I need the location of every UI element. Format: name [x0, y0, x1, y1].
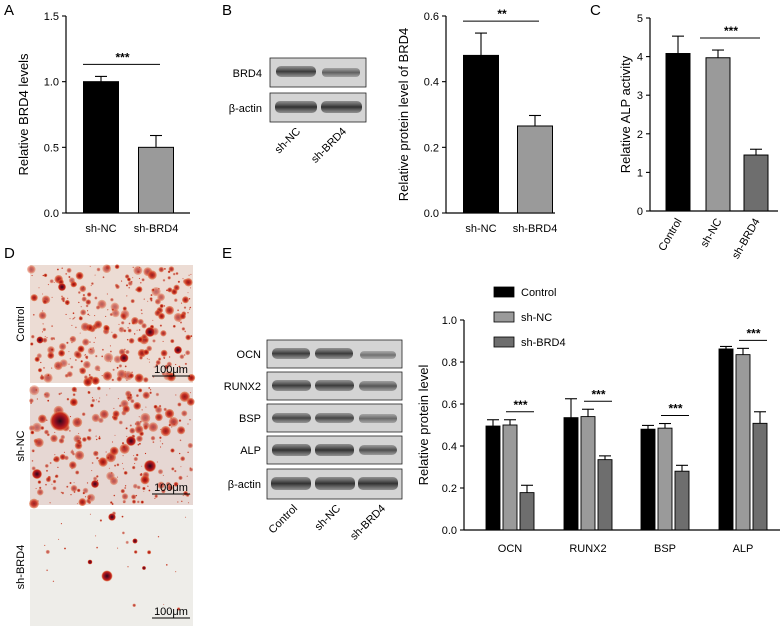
chart-c-alp-activity: 0 1 2 3 4 5 Relative ALP activity Control sh-NC s… [618, 13, 778, 261]
blot-e-label-alp: ALP [240, 445, 261, 457]
chart-e-bar [502, 424, 518, 531]
chart-c-bar [665, 53, 691, 212]
chart-b-bar [463, 54, 499, 214]
chart-b-ytick-label: 0.4 [424, 77, 439, 89]
chart-e-ytick-label: 0.8 [442, 357, 457, 369]
chart-e-bar [640, 428, 656, 531]
chart-a-ytick-label: 0.0 [44, 208, 59, 220]
chart-a-bar [83, 81, 119, 214]
blot-b-label-brd4: BRD4 [233, 68, 262, 80]
chart-e-ytick-label: 0.2 [442, 483, 457, 495]
chart-c-bar [743, 154, 769, 212]
chart-c-xtick-label: sh-NC [699, 216, 725, 249]
chart-b-bar [517, 125, 553, 214]
panel-label-a: A [4, 2, 14, 19]
chart-e-legend-label: sh-BRD4 [521, 337, 566, 349]
chart-c-sig-label: *** [724, 24, 738, 38]
chart-b-xtick-label: sh-BRD4 [513, 223, 558, 235]
chart-e-ytick-label: 0.4 [442, 441, 457, 453]
chart-e-bar [519, 492, 535, 531]
panel-label-c: C [590, 2, 601, 19]
chart-e-xtick-label: BSP [654, 543, 676, 555]
chart-c-ytick-label: 3 [637, 90, 643, 102]
chart-e-bar [718, 348, 734, 531]
chart-e-legend-swatch [493, 286, 515, 298]
chart-e-bar [735, 354, 751, 531]
chart-e-xtick-label: OCN [498, 543, 523, 555]
chart-e-protein-levels: 0.0 0.2 0.4 0.6 0.8 1.0 Relative protein level… [416, 286, 780, 555]
chart-a-ylabel: Relative BRD4 levels [16, 53, 31, 176]
chart-b-ytick-label: 0.2 [424, 142, 439, 154]
chart-e-bar [752, 422, 768, 531]
blot-e-lane-shbrd4: sh-BRD4 [348, 503, 388, 543]
scale-bar-text-shbrd4: 100μm [154, 606, 188, 618]
scale-bar-text-control: 100μm [154, 364, 188, 376]
chart-a-xtick-label: sh-BRD4 [134, 223, 179, 235]
chart-c-ylabel: Relative ALP activity [618, 55, 633, 173]
panel-label-d: D [4, 245, 15, 262]
chart-e-sig-label: *** [513, 398, 527, 412]
chart-e-ylabel: Relative protein level [416, 365, 431, 486]
blot-e-lane-shnc: sh-NC [313, 503, 344, 534]
western-blot-e: OCN RUNX2 BSP ALP β-actin Control sh-NC … [224, 339, 403, 543]
chart-c-ytick-label: 1 [637, 167, 643, 179]
chart-a-ytick-label: 1.5 [44, 11, 59, 23]
chart-e-legend-swatch [493, 311, 515, 323]
chart-c-ytick-label: 4 [637, 52, 643, 64]
chart-e-xtick-label: RUNX2 [569, 543, 606, 555]
blot-e-label-actin: β-actin [228, 479, 261, 491]
micrograph-label-control: Control [15, 306, 27, 341]
blot-e-label-runx2: RUNX2 [224, 381, 261, 393]
chart-e-bar [485, 425, 501, 531]
panel-label-b: B [222, 2, 232, 19]
blot-e-lane-control: Control [267, 503, 301, 537]
chart-c-bar [705, 57, 731, 212]
chart-e-xtick-label: ALP [733, 543, 754, 555]
chart-e-ytick-label: 0.6 [442, 399, 457, 411]
micrograph-shbrd4 [30, 509, 193, 626]
chart-e-legend-label: Control [521, 287, 556, 299]
chart-c-ytick-label: 5 [637, 13, 643, 25]
chart-b-ytick-label: 0.6 [424, 11, 439, 23]
chart-a-brd4-levels: 0.0 0.5 1.0 1.5 Relative BRD4 levels sh-NC sh-… [16, 11, 190, 235]
chart-e-bar [563, 417, 579, 531]
chart-e-ytick-label: 0.0 [442, 525, 457, 537]
chart-b-ylabel: Relative protein level of BRD4 [396, 28, 411, 201]
chart-a-sig-label: *** [115, 50, 129, 64]
blot-b-label-actin: β-actin [229, 103, 262, 115]
micrograph-d: Control sh-NC sh-BRD4 100μm 100μm 100μm [15, 264, 196, 626]
chart-e-legend-label: sh-NC [521, 312, 552, 324]
panel-label-e: E [222, 245, 232, 262]
chart-a-ytick-label: 1.0 [44, 77, 59, 89]
micrograph-label-shnc: sh-NC [15, 430, 27, 461]
chart-e-sig-label: *** [668, 402, 682, 416]
chart-e-sig-label: *** [591, 387, 605, 401]
chart-c-ytick-label: 0 [637, 206, 643, 218]
chart-b-xtick-label: sh-NC [465, 223, 496, 235]
chart-c-xtick-label: sh-BRD4 [730, 217, 763, 262]
chart-e-legend-swatch [493, 336, 515, 348]
chart-e-bar [674, 470, 690, 531]
chart-c-xtick-label: Control [656, 217, 684, 254]
chart-a-ytick-label: 0.5 [44, 142, 59, 154]
chart-a-xtick-label: sh-NC [85, 223, 116, 235]
chart-b-ytick-label: 0.0 [424, 208, 439, 220]
scale-bar-text-shnc: 100μm [154, 482, 188, 494]
chart-b-brd4-protein: 0.0 0.2 0.4 0.6 Relative protein level of BR… [396, 7, 557, 235]
chart-e-ytick-label: 1.0 [442, 315, 457, 327]
blot-b-lane-shbrd4: sh-BRD4 [309, 126, 349, 166]
western-blot-b: BRD4 β-actin sh-NC sh-BRD4 [229, 57, 367, 166]
chart-e-sig-label: *** [746, 326, 760, 340]
micrograph-label-shbrd4: sh-BRD4 [15, 545, 27, 590]
chart-e-bar [657, 427, 673, 531]
chart-a-bar [138, 146, 174, 214]
chart-c-ytick-label: 2 [637, 129, 643, 141]
blot-e-label-ocn: OCN [237, 349, 262, 361]
chart-b-sig-label: ** [497, 7, 507, 21]
blot-e-label-bsp: BSP [239, 413, 261, 425]
chart-e-bar [580, 416, 596, 531]
chart-e-bar [597, 459, 613, 531]
blot-b-lane-shnc: sh-NC [273, 126, 304, 157]
